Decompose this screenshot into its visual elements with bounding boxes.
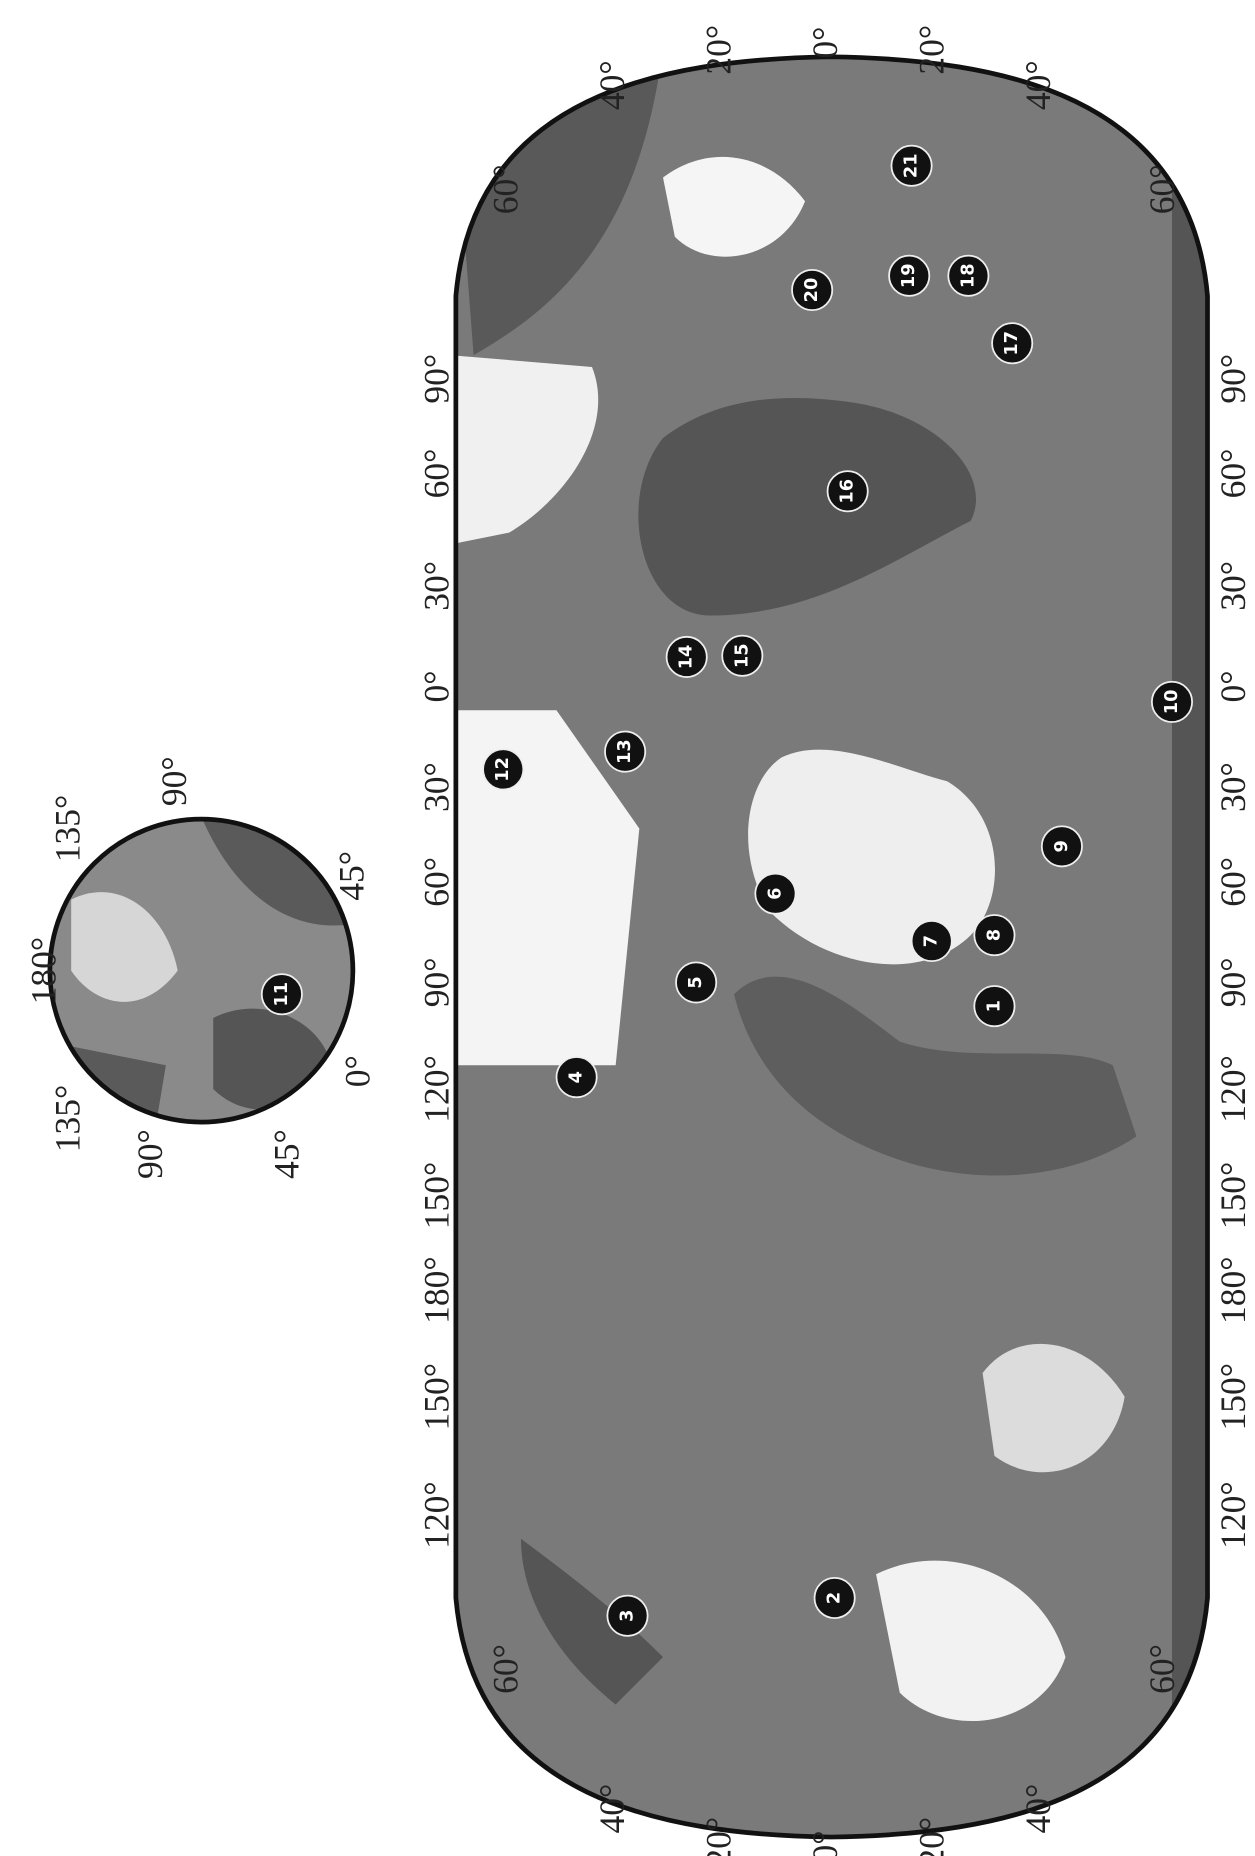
site-number: 9 (1052, 840, 1072, 852)
site-marker: 18 (948, 256, 988, 296)
degree-label: 45° (266, 1129, 306, 1179)
site-number: 11 (272, 982, 292, 1007)
degree-label: 60° (1213, 857, 1253, 907)
site-number: 15 (732, 643, 752, 668)
site-marker: 14 (667, 637, 707, 677)
degree-label: 90° (1213, 958, 1253, 1008)
degree-label: 0° (805, 27, 845, 59)
site-marker: 9 (1042, 826, 1082, 866)
site-number: 20 (802, 278, 822, 303)
site-marker: 17 (992, 323, 1032, 363)
site-marker: 6 (755, 874, 795, 914)
degree-label: 45° (331, 851, 371, 901)
degree-label: 120° (417, 1481, 457, 1548)
degree-label: 120° (417, 1055, 457, 1122)
degree-label: 180° (24, 937, 64, 1004)
site-marker: 3 (607, 1596, 647, 1636)
degree-label: 60° (485, 1644, 525, 1694)
degree-label: 60° (1142, 1644, 1182, 1694)
degree-label: 180° (1213, 1256, 1253, 1323)
degree-label: 60° (417, 449, 457, 499)
site-number: 2 (825, 1592, 845, 1604)
site-marker: 4 (556, 1057, 596, 1097)
site-number: 14 (677, 645, 697, 670)
site-marker: 8 (974, 915, 1014, 955)
site-marker: 16 (828, 471, 868, 511)
degree-label: 30° (1213, 762, 1253, 812)
degree-label: 90° (417, 958, 457, 1008)
site-number: 12 (493, 757, 513, 782)
site-number: 4 (567, 1071, 587, 1083)
site-number: 17 (1002, 331, 1022, 356)
degree-label: 0° (805, 1831, 845, 1856)
site-number: 5 (686, 976, 706, 988)
degree-label: 150° (417, 1162, 457, 1229)
degree-label: 30° (1213, 561, 1253, 611)
degree-label: 40° (1018, 1784, 1058, 1834)
degree-label: 0° (1213, 671, 1253, 703)
degree-label: 135° (47, 1085, 87, 1152)
site-marker: 21 (891, 146, 931, 186)
degree-label: 120° (1213, 1481, 1253, 1548)
site-number: 16 (838, 479, 858, 504)
degree-label: 150° (1213, 1363, 1253, 1430)
degree-label: 60° (1142, 165, 1182, 215)
site-number: 10 (1162, 690, 1182, 715)
site-number: 18 (958, 263, 978, 288)
site-marker: 13 (605, 732, 645, 772)
site-number: 1 (984, 1000, 1004, 1012)
page: {"main_map": { "left_labels": ["60°", "9… (0, 0, 1255, 1856)
degree-label: 0° (337, 1055, 377, 1087)
site-number: 8 (984, 929, 1004, 941)
site-number: 6 (765, 887, 785, 899)
degree-label: 90° (154, 756, 194, 806)
site-number: 7 (922, 935, 942, 947)
degree-label: 60° (1213, 449, 1253, 499)
degree-label: 60° (417, 857, 457, 907)
degree-label: 90° (130, 1129, 170, 1179)
site-marker: 2 (815, 1578, 855, 1618)
site-marker: 11 (262, 974, 302, 1014)
site-marker: 15 (722, 636, 762, 676)
site-marker: 10 (1152, 682, 1192, 722)
degree-label: 40° (592, 1784, 632, 1834)
site-number: 13 (615, 739, 635, 764)
degree-label: 90° (1213, 354, 1253, 404)
degree-label: 20° (911, 25, 951, 75)
degree-label: 0° (417, 671, 457, 703)
degree-label: 180° (417, 1256, 457, 1323)
degree-label: 20° (698, 1817, 738, 1856)
degree-label: 40° (1018, 60, 1058, 110)
site-number: 21 (902, 153, 922, 178)
degree-label: 20° (911, 1817, 951, 1856)
site-marker: 12 (483, 749, 523, 789)
main-map-body (450, 47, 1219, 1846)
degree-label: 30° (417, 762, 457, 812)
degree-label: 60° (485, 165, 525, 215)
map-figure: 60°90°60°30°0°30°60°90°120°150°180°150°1… (0, 0, 1255, 1856)
degree-label: 135° (47, 795, 87, 862)
degree-label: 150° (1213, 1162, 1253, 1229)
degree-label: 120° (1213, 1055, 1253, 1122)
site-marker: 7 (912, 921, 952, 961)
site-marker: 5 (676, 962, 716, 1002)
site-marker: 19 (889, 256, 929, 296)
site-marker: 1 (974, 986, 1014, 1026)
degree-label: 30° (417, 561, 457, 611)
site-marker: 20 (792, 270, 832, 310)
degree-label: 20° (698, 25, 738, 75)
site-number: 3 (618, 1610, 638, 1622)
degree-label: 40° (592, 60, 632, 110)
degree-label: 150° (417, 1363, 457, 1430)
site-number: 19 (899, 263, 919, 288)
degree-label: 90° (417, 354, 457, 404)
